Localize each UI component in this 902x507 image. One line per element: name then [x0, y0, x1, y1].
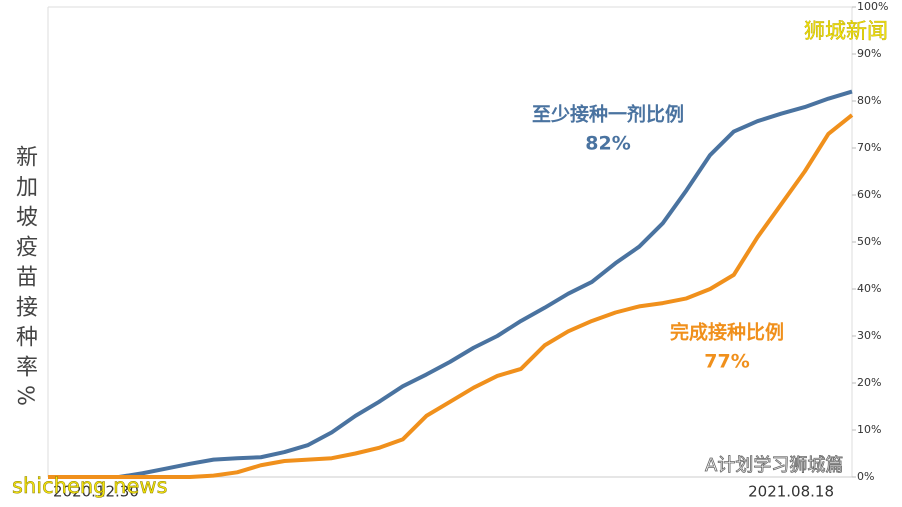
series-label: 至少接种一剂比例: [532, 103, 684, 126]
series-line: [48, 113, 854, 479]
series-label: 完成接种比例: [670, 321, 784, 344]
y-tick-label: 100%: [857, 0, 888, 13]
x-tick-label: 2020.12.30: [53, 483, 139, 501]
y-tick-label: 20%: [857, 376, 881, 389]
y-tick-label: 80%: [857, 94, 881, 107]
x-tick-label: 2021.08.18: [748, 483, 834, 501]
y-tick-label: 70%: [857, 141, 881, 154]
y-tick-label: 40%: [857, 282, 881, 295]
y-tick-label: 60%: [857, 188, 881, 201]
y-tick-label: 30%: [857, 329, 881, 342]
y-axis-label: 新加坡疫苗接种率%: [12, 145, 38, 414]
y-tick-label: 10%: [857, 423, 881, 436]
y-tick-label: 0%: [857, 470, 874, 483]
watermark: shicheng news: [12, 474, 168, 498]
y-tick-label: 90%: [857, 47, 881, 60]
series-value-label: 77%: [704, 351, 749, 373]
series-value-label: 82%: [585, 133, 630, 155]
series-line: [48, 89, 853, 479]
watermark: 狮城新闻: [804, 19, 888, 43]
y-tick-label: 50%: [857, 235, 881, 248]
watermark: A计划学习狮城篇: [705, 455, 843, 476]
